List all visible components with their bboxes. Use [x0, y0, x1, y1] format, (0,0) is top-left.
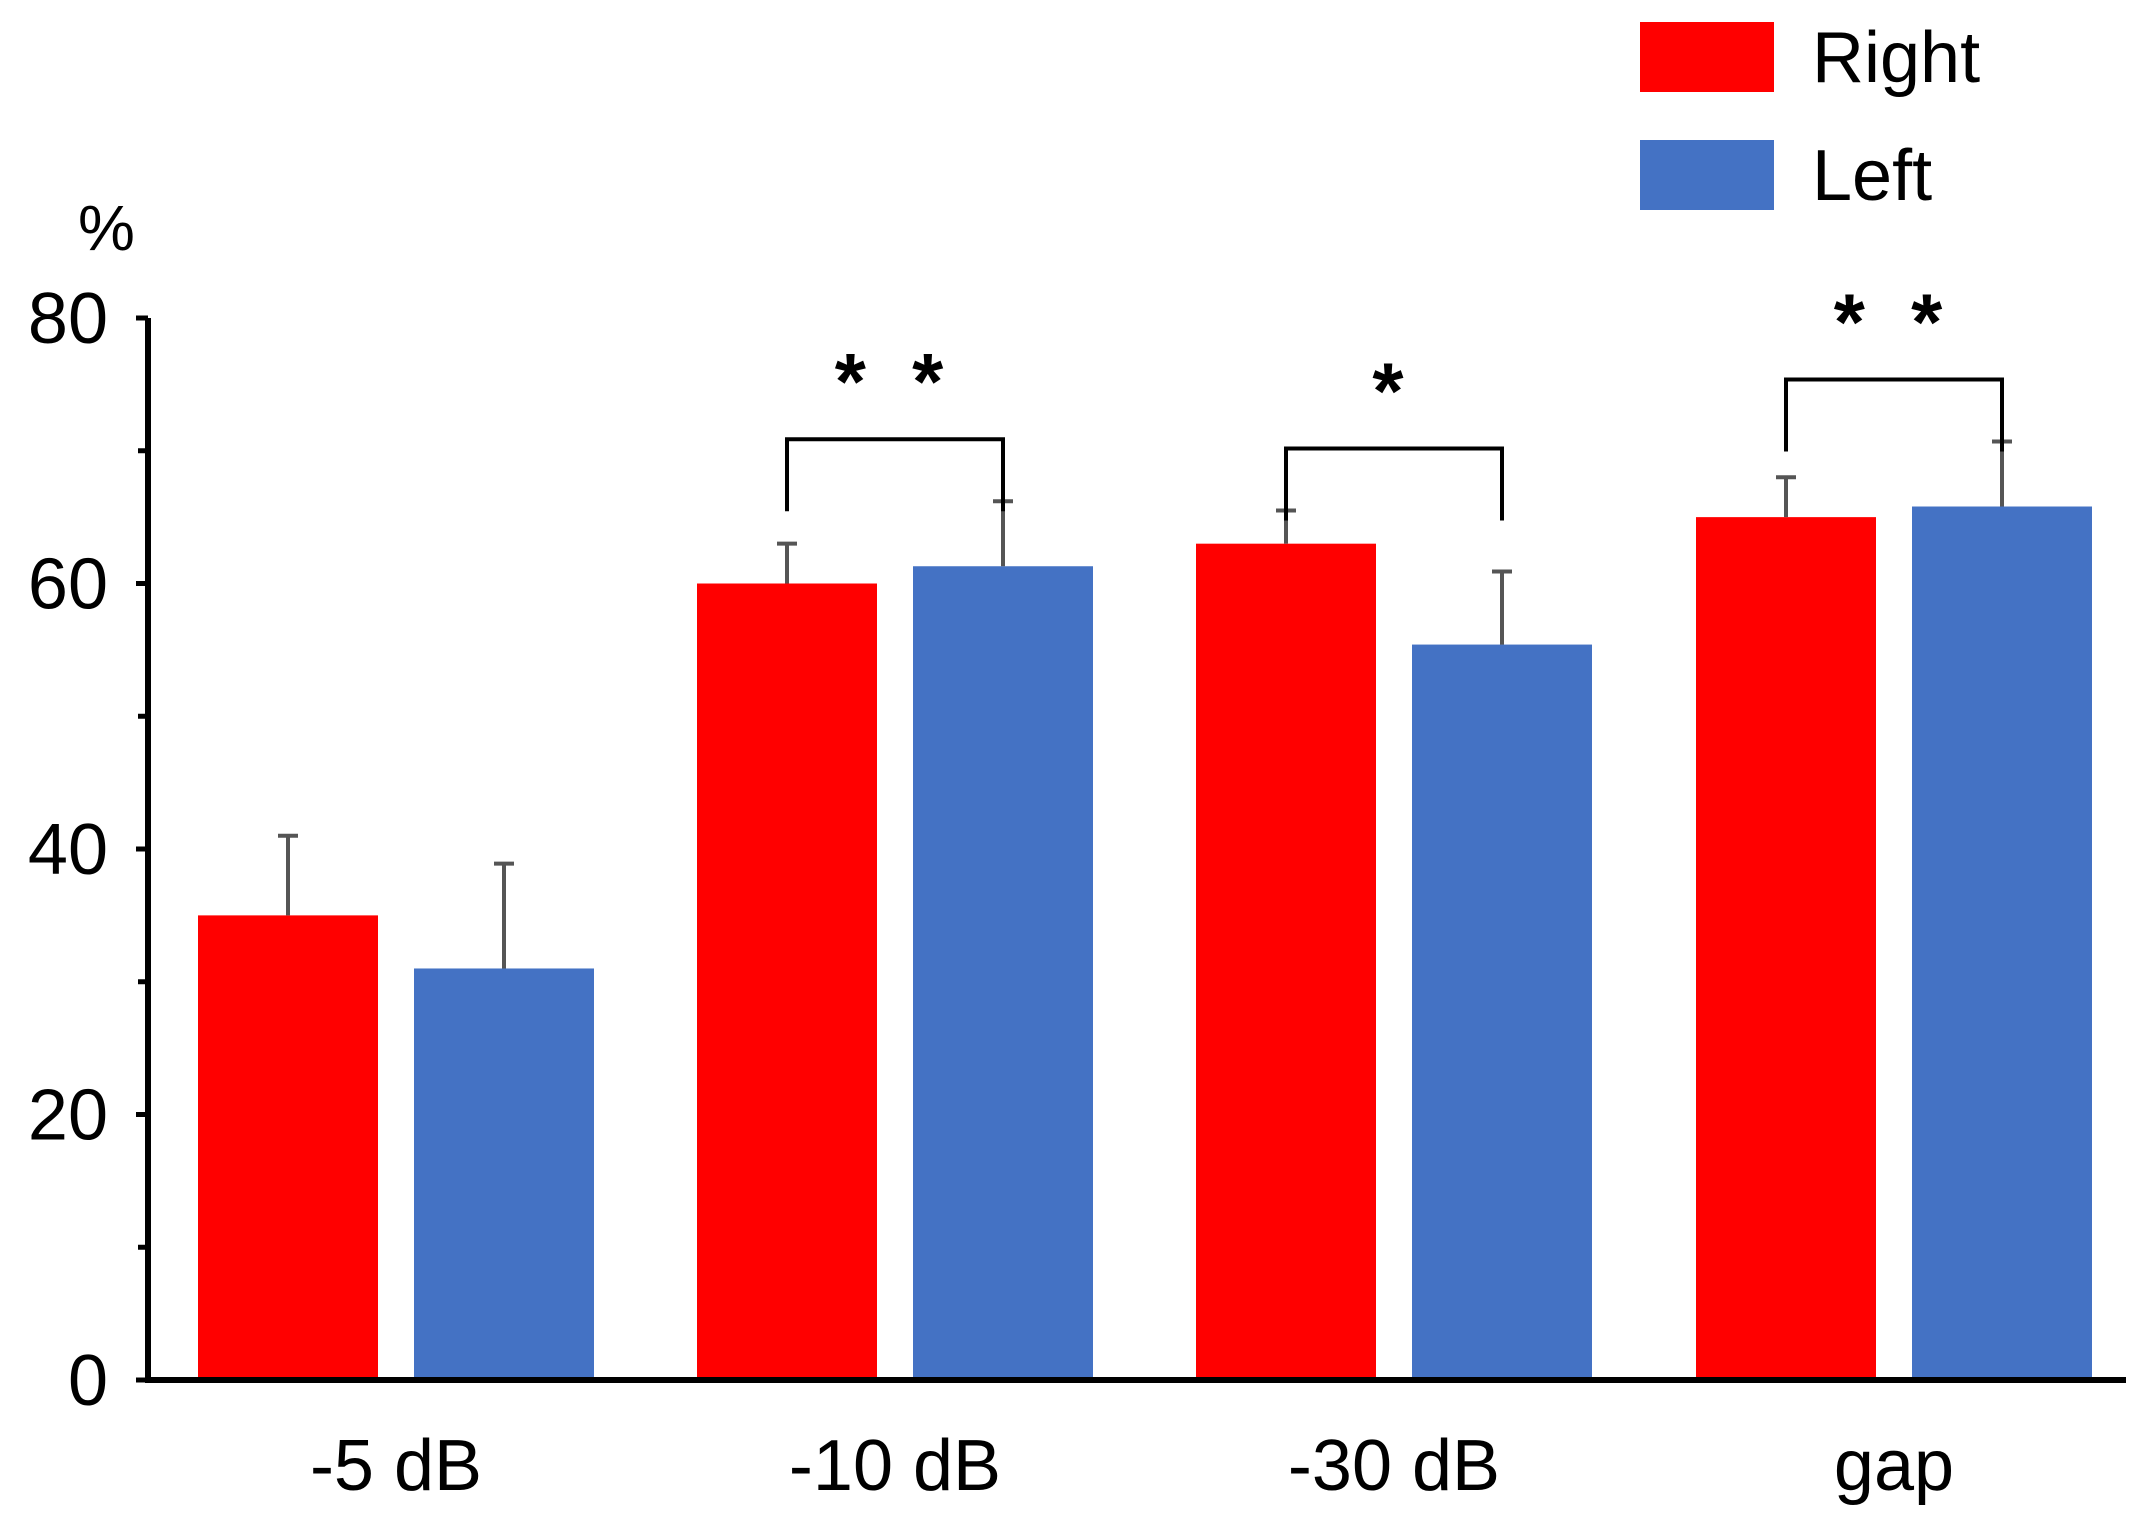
significance-label-2: * [1372, 346, 1415, 435]
legend-swatch-left [1640, 140, 1774, 210]
bar-right-0 [198, 915, 378, 1380]
error-bars-layer [278, 439, 2012, 969]
legend-label-left: Left [1812, 136, 1932, 216]
bar-left-0 [414, 968, 594, 1380]
x-category-label-1: -10 dB [789, 1426, 1001, 1506]
bar-right-3 [1696, 517, 1876, 1380]
significance-bracket-1 [785, 437, 1005, 512]
significance-label-3: * * [1834, 277, 1955, 366]
bar-left-1 [913, 566, 1093, 1380]
y-tick-label-60: 60 [28, 545, 108, 625]
y-axis-unit-label: % [78, 192, 135, 264]
bars-layer [198, 506, 2092, 1380]
significance-bracket-3 [1784, 377, 2004, 452]
bar-right-1 [697, 583, 877, 1380]
y-tick-label-80: 80 [28, 279, 108, 359]
significance-bracket-2 [1284, 446, 1504, 521]
axes-layer: 0 20 40 60 80% -5 dB -10 dB -30 dB gap [28, 192, 2126, 1506]
legend: Right Left [1640, 18, 1980, 216]
legend-label-right: Right [1812, 18, 1980, 98]
x-category-label-3: gap [1834, 1426, 1954, 1506]
significance-layer: * * * * * [785, 277, 2004, 521]
bar-right-2 [1196, 543, 1376, 1380]
x-category-label-0: -5 dB [310, 1426, 482, 1506]
significance-label-1: * * [835, 337, 956, 426]
y-tick-label-0: 0 [68, 1341, 108, 1421]
legend-swatch-right [1640, 22, 1774, 92]
x-category-label-2: -30 dB [1288, 1426, 1500, 1506]
bar-left-2 [1412, 644, 1592, 1380]
y-tick-label-20: 20 [28, 1076, 108, 1156]
bar-left-3 [1912, 506, 2092, 1380]
y-tick-label-40: 40 [28, 810, 108, 890]
